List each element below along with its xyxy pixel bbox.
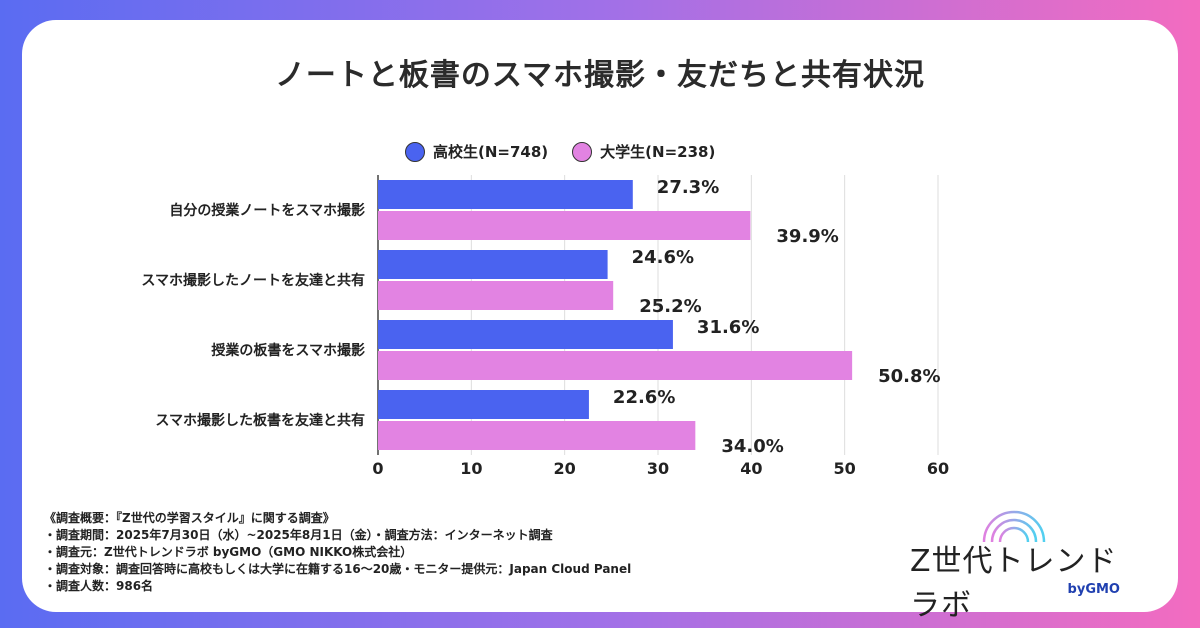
- bar-high-school: [378, 250, 608, 279]
- bar-university: [378, 351, 853, 380]
- note-line: ・調査期間：2025年7月30日（水）~2025年8月1日（金）・調査方法：イン…: [44, 528, 553, 542]
- data-label: 24.6%: [632, 247, 694, 268]
- x-tick-label: 0: [372, 459, 383, 478]
- data-label: 39.9%: [776, 226, 838, 247]
- legend-item-high-school: 高校生(N=748): [405, 141, 548, 162]
- x-tick-label: 10: [460, 459, 482, 478]
- legend-item-university: 大学生(N=238): [572, 141, 715, 162]
- chart-title: ノートと板書のスマホ撮影・友だちと共有状況: [274, 58, 926, 93]
- data-label: 31.6%: [697, 317, 759, 338]
- x-tick-label: 20: [554, 459, 576, 478]
- bar-university: [378, 211, 751, 240]
- x-tick-label: 30: [647, 459, 669, 478]
- x-tick-label: 60: [927, 459, 949, 478]
- bar-high-school: [378, 180, 633, 209]
- card: [22, 20, 1178, 612]
- legend-swatch: [405, 141, 425, 162]
- bar-high-school: [378, 390, 589, 419]
- category-label: 自分の授業ノートをスマホ撮影: [169, 202, 365, 219]
- survey-notes: 《調査概要：『Z世代の学習スタイル』に関する調査》 ・調査期間：2025年7月3…: [44, 510, 631, 595]
- data-label: 22.6%: [613, 387, 675, 408]
- logo-text: Z世代トレンドラボ: [910, 544, 1118, 623]
- category-label: スマホ撮影したノートを友達と共有: [141, 272, 365, 289]
- x-tick-label: 50: [834, 459, 856, 478]
- category-label: スマホ撮影した板書を友達と共有: [155, 412, 365, 429]
- bar-high-school: [378, 320, 673, 349]
- signal-icon: [982, 510, 1046, 543]
- note-line: ・調査人数：986名: [44, 579, 154, 593]
- legend: 高校生(N=748) 大学生(N=238): [405, 141, 715, 162]
- bar-university: [378, 421, 696, 450]
- note-line: ・調査対象：調査回答時に高校もしくは大学に在籍する16〜20歳・モニター提供元：…: [44, 562, 632, 576]
- legend-label: 高校生(N=748): [433, 143, 549, 161]
- note-line: 《調査概要：『Z世代の学習スタイル』に関する調査》: [44, 511, 335, 525]
- x-tick-label: 40: [740, 459, 762, 478]
- data-label: 27.3%: [657, 177, 719, 198]
- category-label: 授業の板書をスマホ撮影: [211, 342, 365, 359]
- logo-by: byGMO: [1067, 582, 1120, 597]
- data-label: 50.8%: [878, 366, 940, 387]
- legend-swatch: [572, 141, 593, 162]
- legend-label: 大学生(N=238): [600, 143, 716, 161]
- note-line: ・調査元：Z世代トレンドラボ byGMO（GMO NIKKO株式会社）: [44, 545, 413, 559]
- data-label: 25.2%: [639, 296, 701, 317]
- bar-university: [378, 281, 614, 310]
- data-label: 34.0%: [721, 436, 783, 457]
- logo: Z世代トレンドラボ byGMO: [910, 510, 1140, 623]
